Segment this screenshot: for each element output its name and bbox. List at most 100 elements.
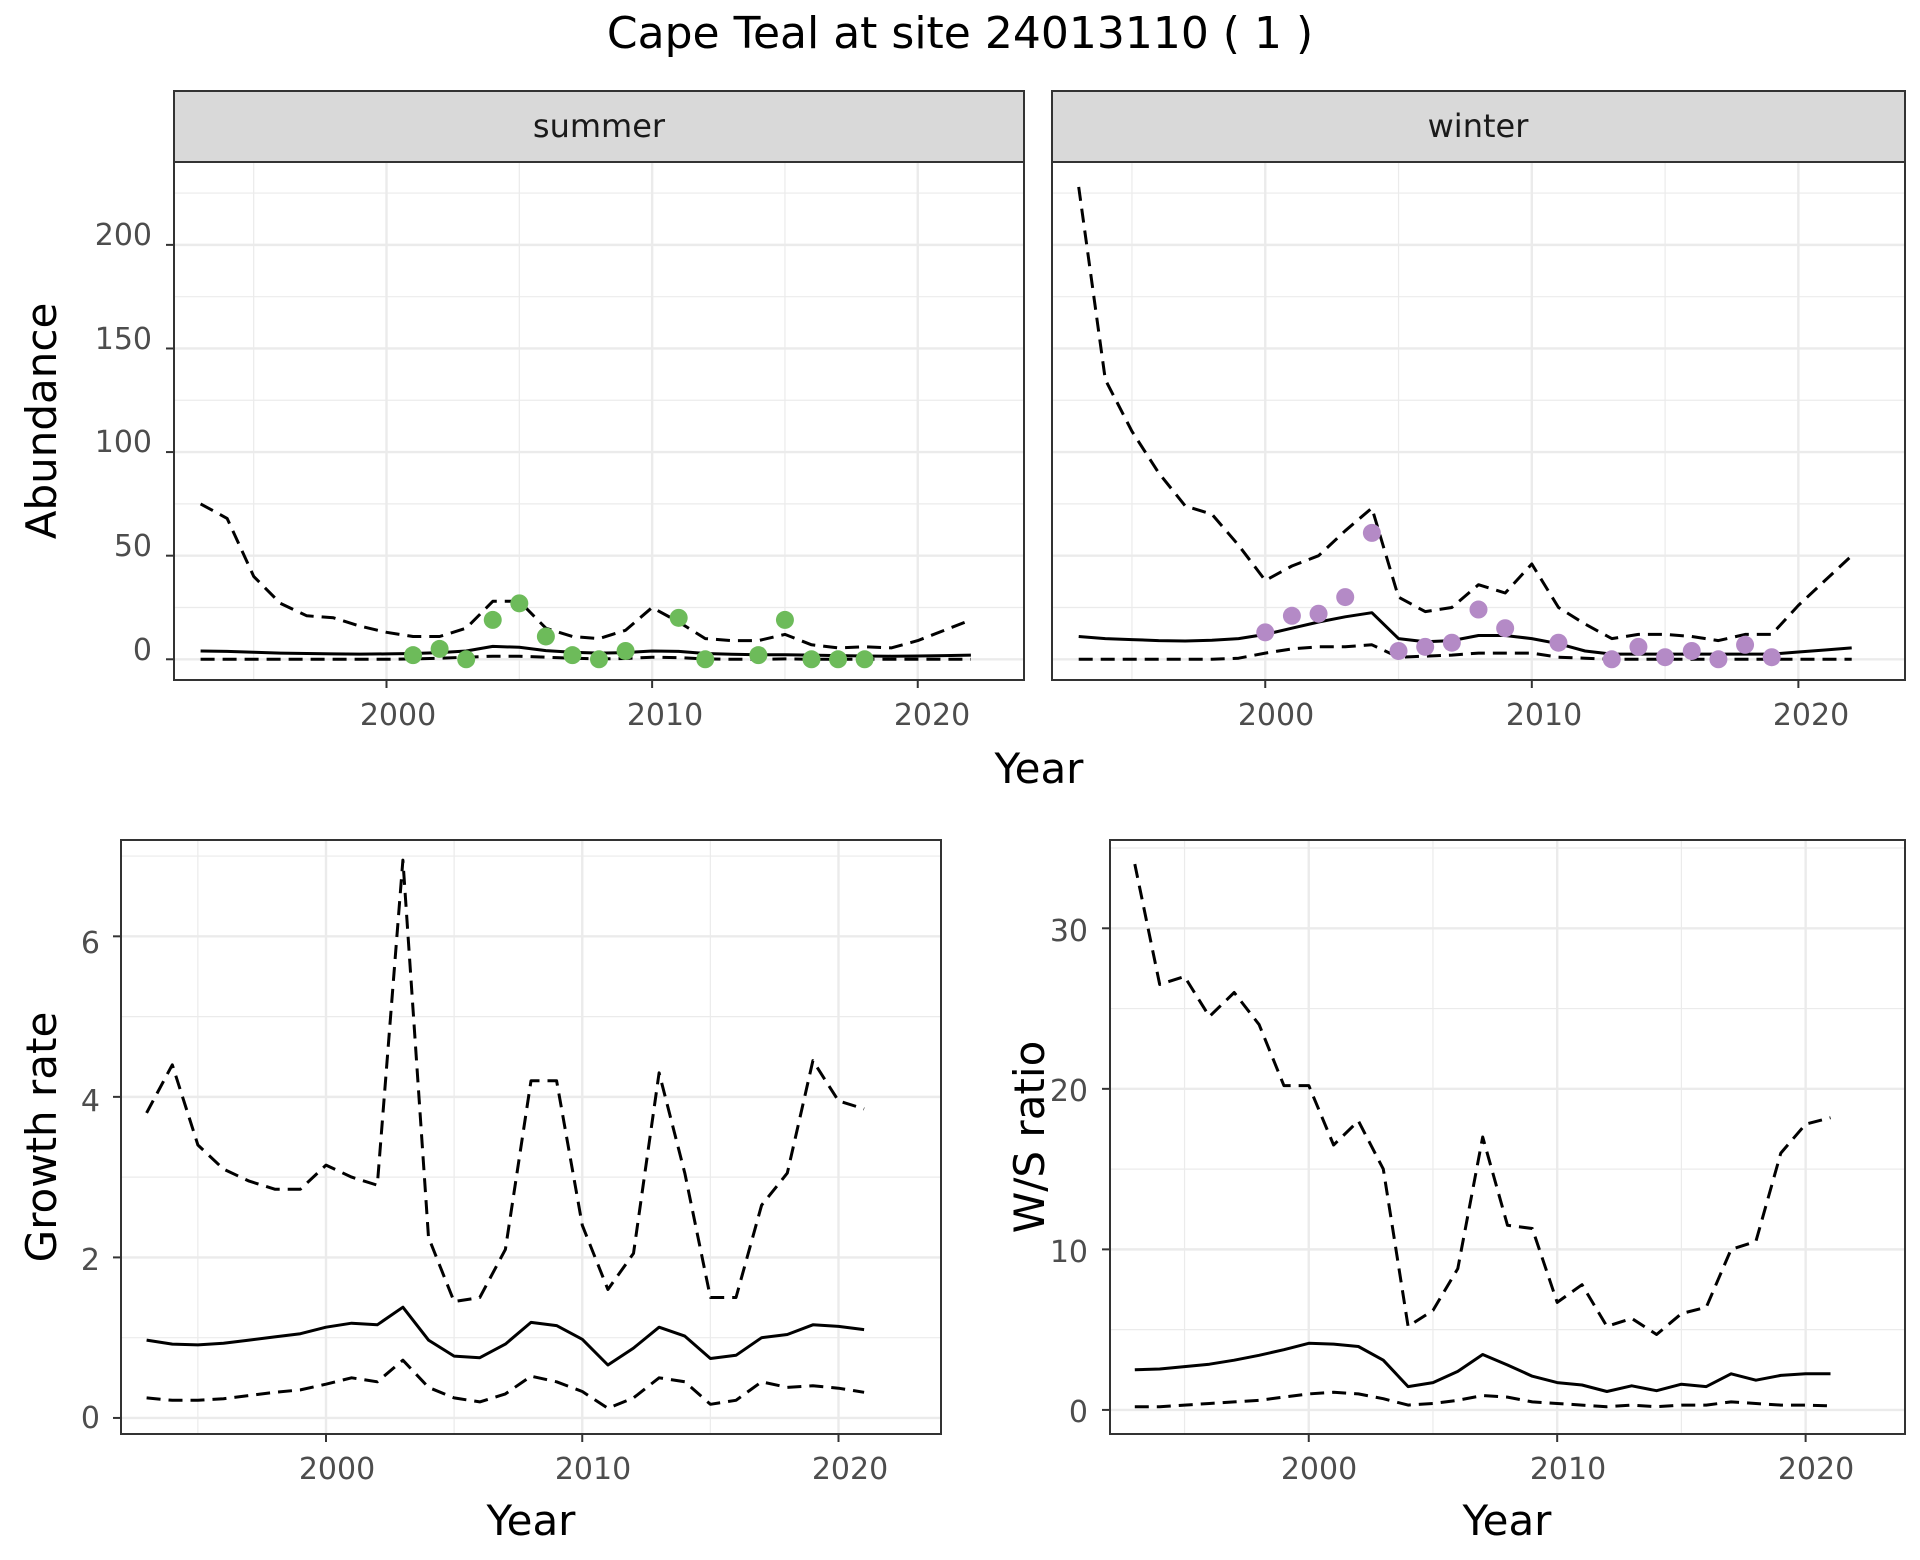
ratio-y-tick: 10 (1050, 1235, 1088, 1270)
winter-observed-point (1389, 641, 1408, 660)
winter-observed-point (1416, 637, 1435, 656)
winter-observed-point (1736, 635, 1755, 654)
summer-x-tick: 2010 (627, 698, 703, 733)
ratio-y-tick: 0 (1069, 1395, 1088, 1430)
ratio-x-tick: 2000 (1281, 1452, 1357, 1487)
winter-x-ticks: 2000 2010 2020 (1238, 698, 1849, 733)
winter-observed-point (1549, 633, 1568, 652)
summer-y-tick: 50 (114, 529, 152, 564)
growth-x-tick: 2010 (555, 1452, 631, 1487)
growth-x-axis-title: Year (486, 1496, 577, 1545)
winter-observed-point (1309, 604, 1328, 623)
winter-grid (1052, 162, 1905, 688)
summer-observed-point (430, 639, 449, 658)
summer-observed-point (510, 594, 529, 613)
winter-observed-point (1602, 650, 1621, 669)
summer-observed-point (775, 610, 794, 629)
growth-y-tick: 2 (81, 1243, 100, 1278)
ratio-estimate-line (1134, 1341, 1831, 1393)
growth-marks (145, 858, 865, 1410)
summer-x-tick: 2000 (360, 698, 436, 733)
growth-y-ticks: 0 2 4 6 (81, 926, 100, 1436)
growth-panel-border (120, 839, 942, 1435)
ratio-panel-border (1109, 839, 1906, 1435)
summer-panel: summer 0 50 100 150 200 2000 2010 2020 (95, 90, 1025, 733)
ratio-plot-background (1110, 840, 1905, 1434)
ratio-upper-bound-line (1133, 863, 1831, 1336)
summer-observed-point (669, 608, 688, 627)
winter-observed-point (1496, 619, 1515, 638)
growth-y-axis-title: Growth rate (17, 1012, 66, 1263)
summer-y-ticks: 0 50 100 150 200 (95, 218, 152, 668)
growth-panel: 0 2 4 6 2000 2010 2020 Growth rate Year (17, 839, 942, 1545)
growth-y-tick: 0 (81, 1401, 100, 1436)
winter-observed-point (1682, 641, 1701, 660)
winter-x-tick: 2010 (1506, 698, 1582, 733)
summer-observed-point (404, 646, 423, 665)
summer-grid (166, 162, 1024, 688)
winter-observed-point (1256, 623, 1275, 642)
summer-strip-label: summer (533, 107, 666, 145)
ratio-x-ticks: 2000 2010 2020 (1281, 1452, 1854, 1487)
winter-observed-point (1762, 648, 1781, 667)
top-x-axis-title: Year (994, 744, 1085, 793)
growth-lower-bound-line (146, 1358, 865, 1410)
growth-x-ticks: 2000 2010 2020 (299, 1452, 888, 1487)
ratio-x-axis-title: Year (1462, 1496, 1553, 1545)
summer-marks (199, 502, 972, 669)
summer-observed-point (616, 641, 635, 660)
summer-observed-point (802, 650, 821, 669)
growth-y-tick: 4 (81, 1084, 100, 1119)
summer-observed-point (855, 650, 874, 669)
summer-x-ticks: 2000 2010 2020 (360, 698, 970, 733)
growth-y-tick: 6 (81, 926, 100, 961)
winter-marks (1077, 186, 1853, 669)
summer-plot-background (174, 162, 1024, 680)
growth-x-tick: 2000 (299, 1452, 375, 1487)
growth-x-tick: 2020 (812, 1452, 888, 1487)
summer-strip (173, 90, 1025, 163)
ratio-x-tick: 2020 (1778, 1452, 1854, 1487)
growth-plot-background (121, 840, 941, 1434)
abundance-y-axis-title: Abundance (17, 303, 66, 540)
winter-observed-point (1629, 637, 1648, 656)
ratio-marks (1133, 863, 1831, 1409)
winter-panel-border (1051, 161, 1906, 681)
winter-observed-point (1709, 650, 1728, 669)
ratio-y-tick: 30 (1050, 914, 1088, 949)
summer-observed-point (563, 646, 582, 665)
winter-observed-point (1442, 633, 1461, 652)
ratio-lower-bound-line (1134, 1390, 1831, 1409)
figure-title: Cape Teal at site 24013110 ( 1 ) (607, 8, 1313, 59)
winter-upper-bound-line (1077, 186, 1853, 643)
summer-observed-point (696, 650, 715, 669)
summer-y-tick: 100 (95, 425, 152, 460)
summer-observed-point (829, 650, 848, 669)
winter-observed-point (1336, 588, 1355, 607)
winter-x-tick: 2020 (1773, 698, 1849, 733)
ratio-y-axis-title: W/S ratio (1005, 1041, 1054, 1234)
winter-strip-label: winter (1428, 107, 1530, 145)
ratio-y-tick: 20 (1050, 1074, 1088, 1109)
winter-strip (1051, 90, 1906, 163)
growth-upper-bound-line (145, 858, 865, 1304)
summer-y-tick: 200 (95, 218, 152, 253)
summer-observed-point (749, 646, 768, 665)
winter-observed-point (1469, 600, 1488, 619)
winter-panel: winter 2000 2010 2020 (1051, 90, 1906, 733)
winter-observed-point (1362, 523, 1381, 542)
summer-observed-point (457, 650, 476, 669)
summer-y-tick: 150 (95, 322, 152, 357)
ratio-x-tick: 2010 (1530, 1452, 1606, 1487)
ratio-grid (1102, 840, 1905, 1442)
winter-x-tick: 2000 (1238, 698, 1314, 733)
ratio-y-ticks: 0 10 20 30 (1050, 914, 1088, 1430)
winter-plot-background (1052, 162, 1905, 680)
summer-x-tick: 2020 (894, 698, 970, 733)
summer-observed-point (483, 610, 502, 629)
summer-observed-point (536, 627, 555, 646)
summer-observed-point (590, 650, 608, 669)
winter-observed-point (1656, 648, 1675, 667)
winter-observed-point (1282, 606, 1301, 625)
summer-y-tick: 0 (133, 633, 152, 668)
